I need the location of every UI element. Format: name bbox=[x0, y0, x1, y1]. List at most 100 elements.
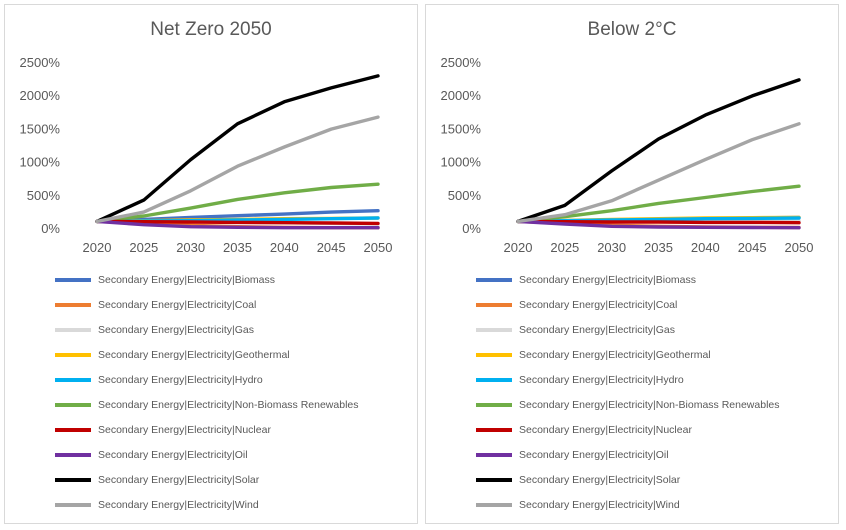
legend-swatch bbox=[55, 502, 91, 507]
series-line-9 bbox=[516, 78, 801, 224]
legend-swatch bbox=[55, 427, 91, 432]
x-tick-label: 2045 bbox=[317, 240, 346, 255]
legend-label: Secondary Energy|Electricity|Wind bbox=[519, 498, 680, 511]
legend-label: Secondary Energy|Electricity|Biomass bbox=[98, 273, 276, 286]
legend-label: Secondary Energy|Electricity|Biomass bbox=[519, 273, 697, 286]
x-tick-label: 2030 bbox=[597, 240, 626, 255]
legend-label: Secondary Energy|Electricity|Coal bbox=[519, 298, 678, 311]
legend-label: Secondary Energy|Electricity|Geothermal bbox=[98, 348, 290, 361]
legend-item: Secondary Energy|Electricity|Geothermal bbox=[55, 342, 359, 367]
legend-swatch bbox=[55, 352, 91, 357]
legend-item: Secondary Energy|Electricity|Oil bbox=[55, 442, 359, 467]
legend-item: Secondary Energy|Electricity|Biomass bbox=[476, 267, 780, 292]
y-tick-label: 2500% bbox=[20, 55, 61, 70]
x-tick-label: 2025 bbox=[550, 240, 579, 255]
x-tick-label: 2040 bbox=[691, 240, 720, 255]
y-tick-label: 2000% bbox=[441, 88, 482, 103]
legend-item: Secondary Energy|Electricity|Gas bbox=[55, 317, 359, 342]
series-line-6 bbox=[516, 184, 801, 224]
legend-swatch bbox=[55, 402, 91, 407]
legend-label: Secondary Energy|Electricity|Non-Biomass… bbox=[98, 398, 359, 411]
x-tick-label: 2050 bbox=[785, 240, 814, 255]
legend-label: Secondary Energy|Electricity|Oil bbox=[519, 448, 669, 461]
x-tick-label: 2045 bbox=[738, 240, 767, 255]
y-tick-label: 500% bbox=[448, 188, 482, 203]
y-tick-label: 0% bbox=[41, 221, 60, 236]
chart-title: Net Zero 2050 bbox=[150, 19, 272, 40]
legend-swatch bbox=[476, 427, 512, 432]
x-tick-label: 2020 bbox=[504, 240, 533, 255]
legend: Secondary Energy|Electricity|Biomass Seco… bbox=[55, 267, 359, 517]
legend-swatch bbox=[476, 452, 512, 457]
legend-label: Secondary Energy|Electricity|Coal bbox=[98, 298, 257, 311]
legend-swatch bbox=[55, 302, 91, 307]
legend-item: Secondary Energy|Electricity|Wind bbox=[55, 492, 359, 517]
legend-swatch bbox=[55, 277, 91, 282]
legend-item: Secondary Energy|Electricity|Coal bbox=[55, 292, 359, 317]
plot-area: 0% 500% 1000% 1500% 2000% 2500% 2020 2025 2030 20… bbox=[441, 55, 814, 255]
plot-area: 0% 500% 1000% 1500% 2000% 2500% 2020 2025 2030 20… bbox=[20, 55, 393, 255]
legend: Secondary Energy|Electricity|Biomass Seco… bbox=[476, 267, 780, 517]
legend-item: Secondary Energy|Electricity|Coal bbox=[476, 292, 780, 317]
series-line-10 bbox=[95, 115, 380, 224]
chart-title: Below 2°C bbox=[587, 19, 677, 40]
legend-swatch bbox=[55, 327, 91, 332]
legend-item: Secondary Energy|Electricity|Solar bbox=[476, 467, 780, 492]
legend-swatch bbox=[476, 302, 512, 307]
y-tick-label: 0% bbox=[462, 221, 481, 236]
legend-item: Secondary Energy|Electricity|Solar bbox=[55, 467, 359, 492]
legend-item: Secondary Energy|Electricity|Non-Biomass… bbox=[476, 392, 780, 417]
series-line-10 bbox=[516, 122, 801, 224]
legend-swatch bbox=[55, 477, 91, 482]
legend-swatch bbox=[55, 452, 91, 457]
y-tick-label: 2500% bbox=[441, 55, 482, 70]
legend-label: Secondary Energy|Electricity|Geothermal bbox=[519, 348, 711, 361]
chart-panel-below-2c: Below 2°C 0% 500% 1000% 1500% 2000% 2500% 2020… bbox=[425, 4, 839, 524]
legend-swatch bbox=[476, 327, 512, 332]
legend-label: Secondary Energy|Electricity|Solar bbox=[98, 473, 260, 486]
legend-label: Secondary Energy|Electricity|Nuclear bbox=[98, 423, 271, 436]
series-line-9 bbox=[95, 74, 380, 224]
legend-item: Secondary Energy|Electricity|Geothermal bbox=[476, 342, 780, 367]
y-tick-label: 1500% bbox=[20, 121, 61, 136]
legend-label: Secondary Energy|Electricity|Solar bbox=[519, 473, 681, 486]
y-tick-label: 1000% bbox=[20, 155, 61, 170]
legend-label: Secondary Energy|Electricity|Nuclear bbox=[519, 423, 692, 436]
legend-item: Secondary Energy|Electricity|Nuclear bbox=[476, 417, 780, 442]
legend-swatch bbox=[476, 352, 512, 357]
legend-swatch bbox=[55, 377, 91, 382]
legend-item: Secondary Energy|Electricity|Hydro bbox=[55, 367, 359, 392]
series-line-8 bbox=[95, 219, 380, 230]
legend-swatch bbox=[476, 502, 512, 507]
legend-swatch bbox=[476, 377, 512, 382]
legend-item: Secondary Energy|Electricity|Hydro bbox=[476, 367, 780, 392]
series-line-8 bbox=[516, 219, 801, 230]
x-tick-label: 2025 bbox=[129, 240, 158, 255]
x-tick-label: 2035 bbox=[223, 240, 252, 255]
y-tick-label: 1000% bbox=[441, 155, 482, 170]
legend-item: Secondary Energy|Electricity|Wind bbox=[476, 492, 780, 517]
chart-panel-net-zero-2050: Net Zero 2050 0% 500% 1000% 1500% 2000% 2500%… bbox=[4, 4, 418, 524]
legend-swatch bbox=[476, 477, 512, 482]
legend-item: Secondary Energy|Electricity|Non-Biomass… bbox=[55, 392, 359, 417]
x-tick-label: 2050 bbox=[364, 240, 393, 255]
legend-swatch bbox=[476, 277, 512, 282]
y-tick-label: 1500% bbox=[441, 121, 482, 136]
x-tick-label: 2020 bbox=[83, 240, 112, 255]
legend-label: Secondary Energy|Electricity|Oil bbox=[98, 448, 248, 461]
legend-item: Secondary Energy|Electricity|Gas bbox=[476, 317, 780, 342]
legend-label: Secondary Energy|Electricity|Gas bbox=[98, 323, 255, 336]
legend-item: Secondary Energy|Electricity|Biomass bbox=[55, 267, 359, 292]
legend-label: Secondary Energy|Electricity|Hydro bbox=[519, 373, 684, 386]
legend-label: Secondary Energy|Electricity|Non-Biomass… bbox=[519, 398, 780, 411]
x-tick-label: 2030 bbox=[176, 240, 205, 255]
series-line-7 bbox=[95, 219, 380, 226]
series-line-6 bbox=[95, 182, 380, 224]
legend-label: Secondary Energy|Electricity|Hydro bbox=[98, 373, 263, 386]
y-tick-label: 2000% bbox=[20, 88, 61, 103]
legend-label: Secondary Energy|Electricity|Wind bbox=[98, 498, 259, 511]
y-tick-label: 500% bbox=[27, 188, 61, 203]
x-tick-label: 2040 bbox=[270, 240, 299, 255]
legend-label: Secondary Energy|Electricity|Gas bbox=[519, 323, 676, 336]
x-tick-label: 2035 bbox=[644, 240, 673, 255]
